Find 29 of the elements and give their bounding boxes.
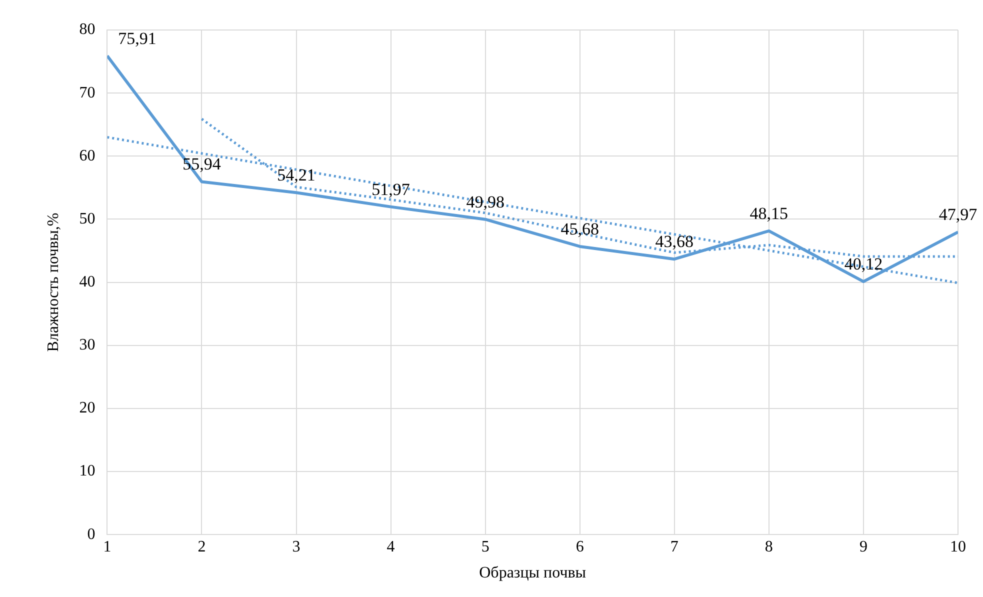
- y-tick-label: 60: [79, 147, 96, 164]
- data-label: 75,91: [118, 28, 156, 48]
- x-tick-label: 9: [859, 538, 868, 556]
- y-tick-label: 50: [79, 210, 96, 228]
- y-tick-label: 20: [79, 400, 96, 417]
- y-tick-label: 30: [79, 336, 96, 354]
- x-tick-label: 3: [292, 538, 300, 556]
- data-label: 47,97: [938, 205, 978, 224]
- x-tick-label: 10: [950, 538, 966, 556]
- x-tick-label: 8: [764, 538, 773, 556]
- y-tick-label: 70: [79, 84, 96, 102]
- data-label: 54,21: [277, 166, 316, 185]
- x-tick-label: 7: [670, 538, 678, 556]
- y-tick-label: 0: [87, 526, 96, 543]
- data-label: 40,12: [844, 254, 883, 274]
- x-axis-title: Образцы почвы: [479, 564, 586, 582]
- x-tick-label: 5: [481, 538, 490, 556]
- x-tick-label: 1: [103, 538, 112, 556]
- data-label: 43,68: [655, 232, 694, 252]
- x-tick-label: 4: [386, 538, 395, 556]
- y-axis-title: Влажность почвы,%: [44, 212, 62, 352]
- data-label: 51,97: [372, 180, 410, 199]
- y-tick-label: 10: [79, 462, 96, 480]
- data-label: 48,15: [750, 204, 788, 223]
- y-tick-label: 80: [79, 21, 96, 38]
- x-tick-label: 2: [198, 538, 206, 556]
- x-tick-label: 6: [576, 538, 584, 556]
- data-label: 45,68: [560, 219, 599, 238]
- y-tick-label: 40: [79, 274, 96, 291]
